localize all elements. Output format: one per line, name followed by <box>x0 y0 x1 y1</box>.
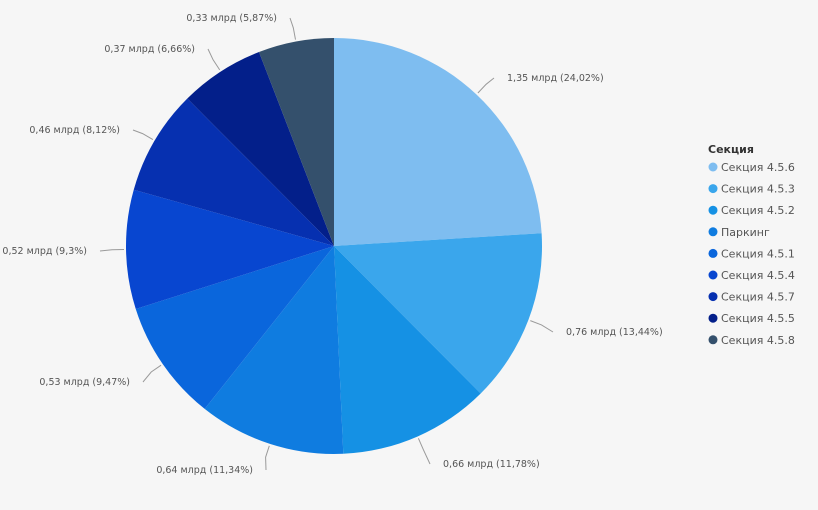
legend-item-9[interactable]: Секция 4.5.8 <box>708 334 795 347</box>
legend-item-8[interactable]: Секция 4.5.5 <box>708 312 795 325</box>
data-label-3: 0,66 млрд (11,78%) <box>443 459 540 470</box>
pie-slice-8[interactable] <box>187 52 334 246</box>
legend-label-6: Секция 4.5.4 <box>721 269 795 282</box>
legend-label-3: Секция 4.5.2 <box>721 204 795 217</box>
legend-item-3[interactable]: Секция 4.5.2 <box>708 204 795 217</box>
pie-slice-5[interactable] <box>135 246 334 409</box>
pie-slice-3[interactable] <box>334 246 481 454</box>
data-label-1: 1,35 млрд (24,02%) <box>507 73 604 84</box>
pie-slice-1[interactable] <box>334 38 542 246</box>
legend-label-9: Секция 4.5.8 <box>721 334 795 347</box>
legend-item-1[interactable]: Секция 4.5.6 <box>708 161 795 174</box>
legend-label-2: Секция 4.5.3 <box>721 183 795 196</box>
pie-slice-6[interactable] <box>125 189 334 309</box>
legend-label-8: Секция 4.5.5 <box>721 312 795 325</box>
pie-slice-7[interactable] <box>133 98 334 246</box>
leader-line-7 <box>132 129 154 141</box>
legend-marker-8 <box>708 313 718 323</box>
legend-label-4: Паркинг <box>721 226 770 239</box>
legend-label-5: Секция 4.5.1 <box>721 247 795 260</box>
leader-line-6 <box>99 249 125 252</box>
legend-label-7: Секция 4.5.7 <box>721 291 795 304</box>
data-label-8: 0,37 млрд (6,66%) <box>104 44 195 55</box>
legend-marker-3 <box>708 205 718 215</box>
leader-line-9 <box>289 17 296 40</box>
legend-marker-9 <box>708 335 718 345</box>
leader-line-3 <box>417 438 431 465</box>
data-label-5: 0,53 млрд (9,47%) <box>39 377 130 388</box>
leader-line-4 <box>265 445 270 471</box>
legend-marker-2 <box>708 184 718 194</box>
legend-marker-6 <box>708 270 718 280</box>
data-label-2: 0,76 млрд (13,44%) <box>566 327 663 338</box>
legend-item-6[interactable]: Секция 4.5.4 <box>708 269 795 282</box>
legend-item-7[interactable]: Секция 4.5.7 <box>708 291 795 304</box>
data-label-9: 0,33 млрд (5,87%) <box>186 13 277 24</box>
legend-marker-5 <box>708 248 718 258</box>
data-label-4: 0,64 млрд (11,34%) <box>156 465 253 476</box>
legend-item-5[interactable]: Секция 4.5.1 <box>708 247 795 260</box>
leader-line-2 <box>530 320 554 333</box>
legend-marker-1 <box>708 162 718 172</box>
legend-title: Секция <box>708 143 754 156</box>
data-label-6: 0,52 млрд (9,3%) <box>2 246 87 257</box>
pie-slices <box>125 38 543 454</box>
pie-slice-9[interactable] <box>258 38 334 246</box>
legend-marker-7 <box>708 292 718 302</box>
legend-marker-4 <box>708 227 718 237</box>
legend-label-1: Секция 4.5.6 <box>721 161 795 174</box>
pie-slice-2[interactable] <box>334 233 543 394</box>
leader-line-1 <box>477 77 495 94</box>
data-labels: 1,35 млрд (24,02%) 0,76 млрд (13,44%) 0,66… <box>2 13 662 476</box>
leader-line-8 <box>207 48 221 71</box>
data-label-7: 0,46 млрд (8,12%) <box>29 125 120 136</box>
leader-line-5 <box>142 364 162 383</box>
legend-item-2[interactable]: Секция 4.5.3 <box>708 183 795 196</box>
legend-item-4[interactable]: Паркинг <box>708 226 770 239</box>
legend: Секция Секция 4.5.6 Секция 4.5.3 Секция 4.… <box>708 143 795 347</box>
pie-slice-4[interactable] <box>204 246 344 454</box>
